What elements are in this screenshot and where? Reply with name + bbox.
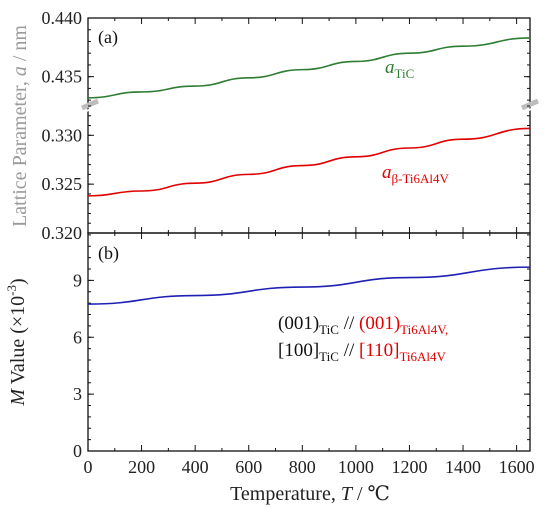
panel-b-frame: [87, 232, 531, 452]
y-axis-title-b: M Value (×10-3): [4, 278, 29, 406]
series-label-aTi6Al4V-var: a: [382, 162, 392, 183]
or1-plane-ti: (001): [359, 313, 400, 334]
y-axis-title-b-var: M: [7, 388, 29, 407]
x-tick-label: 0: [84, 457, 93, 477]
series-line-a-1: [87, 127, 531, 197]
panel-a-frame: [87, 17, 531, 234]
series-label-aTiC-var: a: [385, 57, 395, 78]
x-axis-title: Temperature, T / ℃: [230, 483, 390, 505]
y-axis-title-a-post: / nm: [9, 25, 31, 67]
y-tick-label-a: 0.325: [42, 174, 83, 194]
series-layer: [87, 37, 531, 305]
y-tick-label-a: 0.435: [42, 67, 83, 87]
y-tick-label-b: 9: [73, 270, 82, 290]
x-tick-label: 1200: [391, 457, 427, 477]
ticks-layer: 0.320 0.325 0.330 0.435 0.440 0 3 6 9 0 200 400 600 8…: [42, 8, 535, 477]
x-tick-label: 1000: [338, 457, 374, 477]
y-axis-title-a-pre: Lattice Parameter,: [9, 76, 31, 227]
y-tick-label-b: 3: [73, 384, 82, 404]
y-tick-label-b: 0: [73, 441, 82, 461]
orientation-line-2: [100]TiC // [110]Ti6Al4V: [278, 340, 447, 364]
or2-dir-ti: [110]: [359, 340, 399, 361]
or1-plane-tic: (001): [278, 313, 319, 334]
orientation-line-1: (001)TiC // (001)Ti6Al4V,: [278, 313, 448, 337]
x-axis-title-pre: Temperature,: [230, 483, 341, 505]
series-label-aTiC: aTiC: [385, 57, 414, 81]
panel-b-label: (b): [98, 243, 119, 264]
x-tick-label: 1400: [445, 457, 481, 477]
or1-plane-ti-sub: Ti6Al4V,: [400, 322, 448, 337]
series-line-b-0: [87, 266, 531, 305]
x-axis-title-var: T: [341, 483, 354, 505]
or1-plane-tic-sub: TiC: [319, 322, 339, 337]
axis-break-right: [520, 98, 540, 114]
panel-a-label: (a): [98, 27, 118, 48]
or2-dir-tic: [100]: [278, 340, 319, 361]
or2-sep: //: [339, 340, 359, 361]
y-axis-title-a: Lattice Parameter, a / nm: [9, 25, 31, 227]
series-line-a-0: [87, 37, 531, 99]
y-tick-label-a: 0.330: [42, 125, 83, 145]
x-tick-label: 800: [289, 457, 316, 477]
or2-dir-ti-sub: Ti6Al4V: [399, 349, 446, 364]
y-axis-title-b-sup: -3: [4, 285, 19, 296]
y-axis-title-b-close: ): [7, 278, 29, 285]
x-tick-label: 1600: [499, 457, 535, 477]
x-tick-label: 600: [235, 457, 262, 477]
y-tick-label-b: 6: [73, 327, 82, 347]
series-label-aTi6Al4V: aβ-Ti6Al4V: [382, 162, 450, 186]
x-tick-label: 200: [128, 457, 155, 477]
x-axis-title-post: / ℃: [352, 483, 390, 505]
y-axis-title-b-post: Value (×10: [7, 296, 29, 389]
series-label-aTiC-sub: TiC: [395, 66, 415, 81]
y-tick-label-a: 0.320: [42, 223, 83, 243]
series-label-aTi6Al4V-sub: β-Ti6Al4V: [392, 171, 450, 186]
x-tick-label: 400: [182, 457, 209, 477]
axis-break-left: [80, 98, 100, 114]
or1-sep: //: [339, 313, 359, 334]
y-axis-title-a-var: a: [9, 66, 31, 76]
y-tick-label-a: 0.440: [42, 8, 83, 28]
or2-dir-tic-sub: TiC: [319, 349, 339, 364]
